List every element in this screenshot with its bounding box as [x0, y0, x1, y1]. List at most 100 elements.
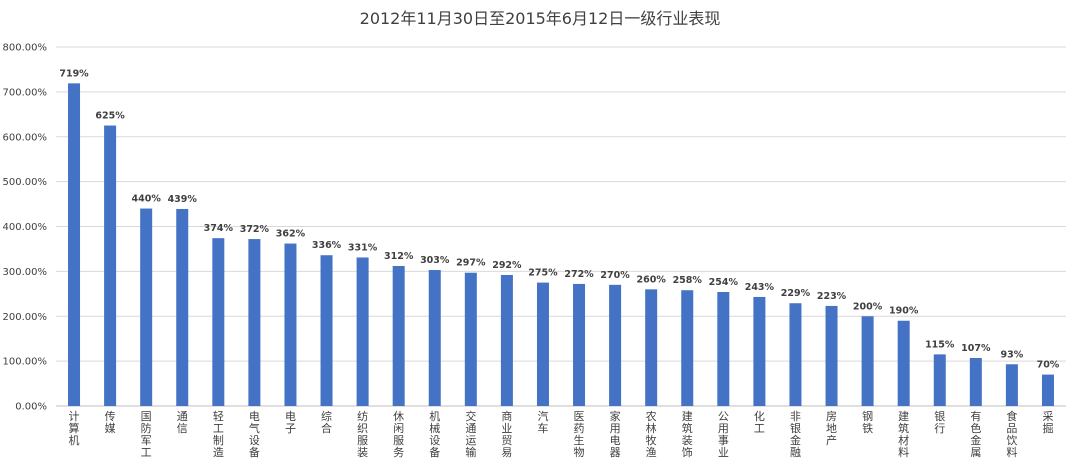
- data-label: 223%: [817, 291, 847, 302]
- data-label: 107%: [961, 343, 991, 354]
- bar: [500, 274, 513, 406]
- bar: [609, 284, 622, 406]
- category-label: 食品饮料: [1006, 409, 1017, 459]
- category-label: 采掘: [1042, 410, 1053, 435]
- bar: [753, 296, 766, 406]
- data-label: 115%: [925, 339, 955, 350]
- bar: [356, 257, 369, 406]
- data-label: 272%: [564, 269, 594, 280]
- data-label: 70%: [1037, 360, 1060, 371]
- bar: [789, 303, 802, 406]
- bar: [681, 290, 694, 406]
- data-label: 229%: [781, 288, 811, 299]
- y-tick-label: 700.00%: [3, 87, 48, 98]
- data-label: 719%: [59, 68, 89, 79]
- data-label: 362%: [276, 229, 306, 240]
- bar: [428, 270, 441, 406]
- bar: [861, 316, 874, 406]
- y-axis-ticks: 0.00% 100.00% 200.00% 300.00% 400.00% 500.00%…: [3, 43, 48, 413]
- data-label: 440%: [131, 194, 161, 205]
- bars: [68, 83, 1054, 406]
- data-label: 93%: [1001, 349, 1024, 360]
- gridlines: [56, 46, 1066, 407]
- category-label: 机械设备: [429, 409, 440, 459]
- bar: [464, 272, 477, 406]
- data-label: 243%: [745, 282, 775, 293]
- category-label: 传媒: [105, 410, 116, 435]
- bar: [140, 208, 153, 406]
- category-label: 休闲服务: [393, 410, 404, 459]
- bar: [392, 265, 405, 406]
- data-label: 275%: [528, 268, 558, 279]
- category-label: 综合: [321, 409, 332, 435]
- category-label: 交通运输: [465, 409, 476, 459]
- category-label: 有色金属: [970, 409, 981, 459]
- category-label: 农林牧渔: [646, 409, 657, 459]
- bar: [969, 357, 982, 406]
- bar: [248, 239, 261, 406]
- y-tick-label: 600.00%: [3, 132, 48, 143]
- y-tick-label: 400.00%: [3, 222, 48, 233]
- data-label: 297%: [456, 258, 486, 269]
- bar: [104, 125, 117, 406]
- category-label: 纺织服装: [357, 409, 368, 459]
- category-label: 建筑装饰: [682, 409, 693, 459]
- data-label: 270%: [600, 270, 630, 281]
- bar: [536, 282, 549, 406]
- category-label: 轻工制造: [213, 409, 224, 459]
- data-label: 303%: [420, 255, 450, 266]
- bar: [897, 320, 910, 406]
- data-label: 331%: [348, 242, 378, 253]
- data-label: 254%: [709, 277, 739, 288]
- category-label: 公用事业: [718, 410, 729, 459]
- data-label: 336%: [312, 240, 342, 251]
- category-label: 商业贸易: [501, 409, 512, 459]
- category-label: 汽车: [537, 409, 548, 435]
- category-label: 钢铁: [862, 410, 873, 435]
- category-label: 医药生物: [574, 410, 585, 459]
- category-label: 通信: [177, 410, 188, 435]
- data-label: 439%: [168, 194, 198, 205]
- category-label: 银行: [934, 409, 945, 435]
- category-label: 建筑材料: [898, 409, 909, 459]
- bar: [212, 238, 225, 406]
- category-label: 化工: [754, 409, 765, 435]
- bar: [1005, 364, 1018, 406]
- data-label: 374%: [204, 223, 234, 234]
- data-labels: 719% 625% 440% 439% 374% 372% 362% 336% 331% 312%…: [59, 68, 1059, 370]
- data-label: 312%: [384, 251, 414, 262]
- bar: [717, 292, 730, 406]
- data-label: 372%: [240, 224, 270, 235]
- y-tick-label: 200.00%: [3, 312, 48, 323]
- data-label: 625%: [95, 111, 125, 122]
- y-tick-label: 800.00%: [3, 43, 48, 54]
- data-label: 260%: [636, 274, 666, 285]
- data-label: 258%: [673, 275, 703, 286]
- category-label: 家用电器: [610, 409, 621, 459]
- bar: [320, 255, 333, 406]
- chart-title: 2012年11月30日至2015年6月12日一级行业表现: [360, 9, 721, 28]
- bar: [825, 305, 838, 406]
- data-label: 200%: [853, 301, 883, 312]
- bar: [284, 243, 297, 406]
- bar: [1041, 374, 1054, 406]
- bar: [933, 354, 946, 406]
- data-label: 190%: [889, 306, 919, 317]
- bar: [573, 283, 586, 406]
- bar: [68, 83, 81, 406]
- category-label: 房地产: [826, 410, 837, 447]
- bar: [645, 289, 658, 406]
- y-tick-label: 300.00%: [3, 267, 48, 278]
- category-label: 电子: [285, 410, 296, 435]
- y-tick-label: 0.00%: [15, 402, 47, 413]
- category-label: 计算机: [69, 410, 80, 447]
- category-label: 电气设备: [249, 410, 260, 459]
- y-tick-label: 100.00%: [3, 357, 48, 368]
- category-label: 非银金融: [790, 410, 801, 459]
- y-tick-label: 500.00%: [3, 177, 48, 188]
- data-label: 292%: [492, 260, 522, 271]
- bar: [176, 208, 189, 406]
- category-label: 国防军工: [141, 410, 152, 459]
